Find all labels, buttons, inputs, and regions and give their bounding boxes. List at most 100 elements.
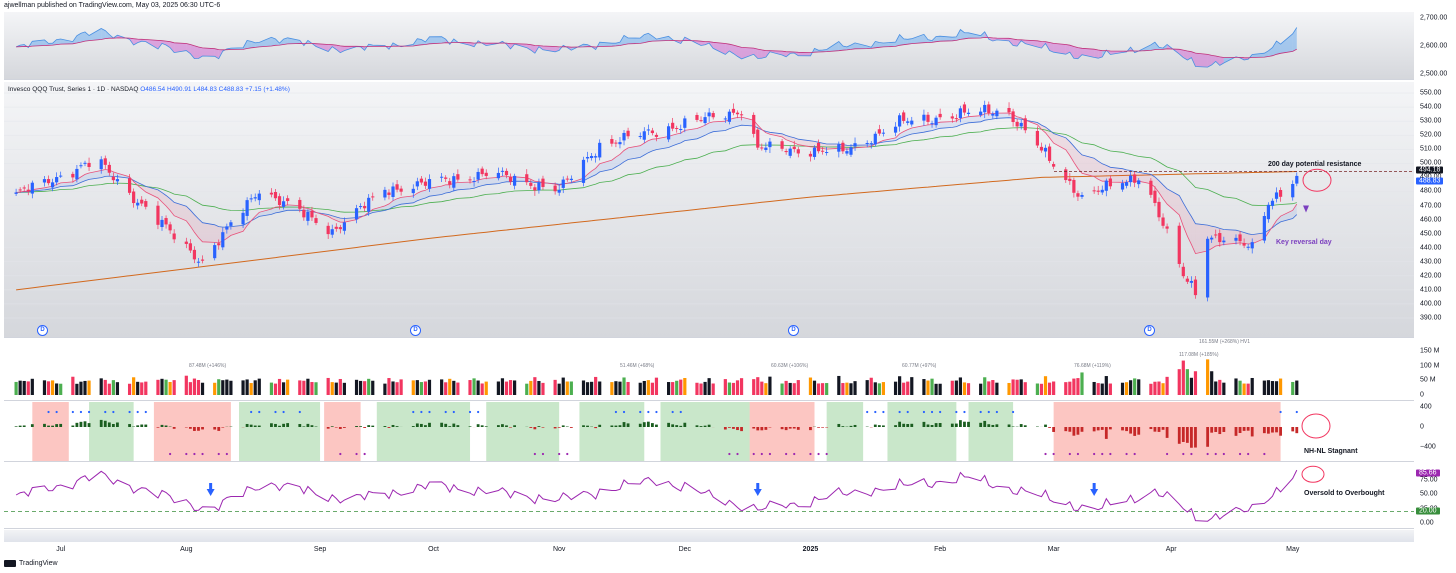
price-tick-label: 480.00 — [1420, 187, 1442, 195]
candle-body — [411, 188, 415, 194]
top-fill — [1195, 53, 1208, 68]
candle-body — [168, 224, 172, 231]
volume-bar — [277, 378, 282, 395]
dividend-icon[interactable]: D — [788, 325, 799, 336]
top-fill — [911, 34, 924, 44]
price-pane[interactable] — [4, 82, 1414, 338]
sma50-line — [16, 127, 1297, 213]
volume-bar — [1266, 380, 1271, 395]
nhnl-bar — [217, 427, 221, 431]
ema-cloud — [980, 113, 985, 122]
nhnl-bar — [1092, 427, 1096, 432]
candle-body — [512, 175, 517, 186]
top-fill — [80, 31, 86, 43]
ema-cloud — [968, 115, 981, 123]
nhnl-bar — [954, 423, 958, 427]
volume-bar — [873, 382, 877, 395]
volume-bar — [902, 382, 906, 395]
ema-cloud — [964, 116, 969, 124]
ohlc-low: L484.83 — [193, 86, 217, 93]
ema-cloud — [1154, 177, 1159, 193]
dividend-icon[interactable]: D — [410, 325, 421, 336]
price-axis[interactable]: 550.00 540.00 530.00 520.00 510.00 500.00 490.… — [1414, 82, 1456, 338]
time-scroll-strip[interactable] — [4, 530, 1414, 542]
candle-body — [699, 120, 703, 122]
candle-body — [448, 181, 452, 185]
candle-body — [456, 174, 460, 180]
top-fill — [1183, 50, 1188, 60]
nhnl-bar — [501, 424, 504, 427]
nhnl-low-dot — [1190, 452, 1193, 456]
nhnl-bar — [792, 427, 796, 429]
volume-bar — [1035, 383, 1040, 395]
nhnl-low-dot — [1165, 452, 1169, 456]
volume-bar — [1165, 376, 1169, 395]
volume-bar — [225, 379, 229, 395]
ema-cloud — [996, 112, 1010, 119]
volume-bar — [229, 380, 233, 395]
price-tick-label: 530.00 — [1420, 117, 1442, 125]
nhnl-high-dot — [79, 410, 83, 414]
candle-body — [1108, 178, 1112, 187]
top-fill — [968, 32, 981, 39]
nhnl-bar — [128, 424, 131, 427]
symbol-title: Invesco QQQ Trust, Series 1 · 1D · NASDA… — [8, 86, 139, 93]
candle-body — [22, 187, 26, 189]
volume-bar — [849, 383, 853, 395]
volume-bar — [172, 380, 176, 395]
price-tick-label: 440.00 — [1420, 244, 1442, 252]
volume-bar — [962, 382, 967, 395]
top-fill — [733, 45, 738, 57]
volume-bar — [752, 379, 756, 395]
top-fill — [1264, 50, 1269, 58]
candle-body — [1291, 183, 1295, 198]
nhnl-bar — [671, 424, 675, 427]
nhnl-bar — [270, 423, 273, 427]
nhnl-bar — [764, 427, 768, 430]
candle-body — [440, 176, 444, 178]
nhnl-low-dot — [1182, 452, 1185, 456]
candle-body — [508, 176, 513, 182]
candle-body — [342, 222, 346, 231]
dividend-icon[interactable]: D — [1144, 325, 1155, 336]
top-fill — [996, 38, 1010, 41]
top-fill — [1130, 47, 1135, 53]
nhnl-high-dot — [258, 410, 261, 414]
oscillator-pane — [4, 463, 1414, 529]
nhnl-bar — [784, 427, 788, 431]
volume-bar — [1206, 359, 1210, 395]
top-fill — [648, 33, 653, 42]
volume-bar — [160, 378, 164, 395]
nhnl-low-dot — [225, 452, 228, 456]
volume-bar — [983, 377, 987, 395]
volume-bar — [18, 380, 22, 395]
nhnl-bar — [355, 426, 358, 427]
top-fill — [814, 48, 819, 53]
top-fill — [470, 42, 475, 47]
ema-cloud — [1187, 210, 1192, 245]
candle-body — [1137, 180, 1141, 185]
candle-body — [638, 136, 642, 138]
time-tick-label: Sep — [313, 546, 327, 553]
volume-bar — [1161, 383, 1165, 395]
ema-cloud — [287, 204, 300, 211]
nhnl-bar — [1153, 427, 1157, 432]
dividend-icon[interactable]: D — [37, 325, 48, 336]
ema-cloud — [194, 214, 199, 238]
nhnl-bar — [172, 427, 176, 429]
nhnl-green-zone — [89, 402, 134, 461]
volume-bar — [500, 378, 505, 395]
candle-body — [837, 144, 841, 152]
nhnl-high-dot — [930, 410, 934, 414]
top-fill — [1207, 54, 1212, 68]
volume-bar — [30, 378, 34, 395]
top-fill — [190, 44, 195, 59]
nhnl-bar — [1076, 427, 1080, 435]
price-plot[interactable] — [4, 82, 1414, 338]
time-tick-label: Apr — [1165, 546, 1177, 553]
nhnl-low-dot — [1247, 452, 1250, 456]
ema-cloud — [1223, 229, 1236, 245]
volume-bar — [387, 378, 391, 395]
ema-cloud — [1138, 172, 1151, 184]
nhnl-high-dot — [444, 410, 447, 414]
